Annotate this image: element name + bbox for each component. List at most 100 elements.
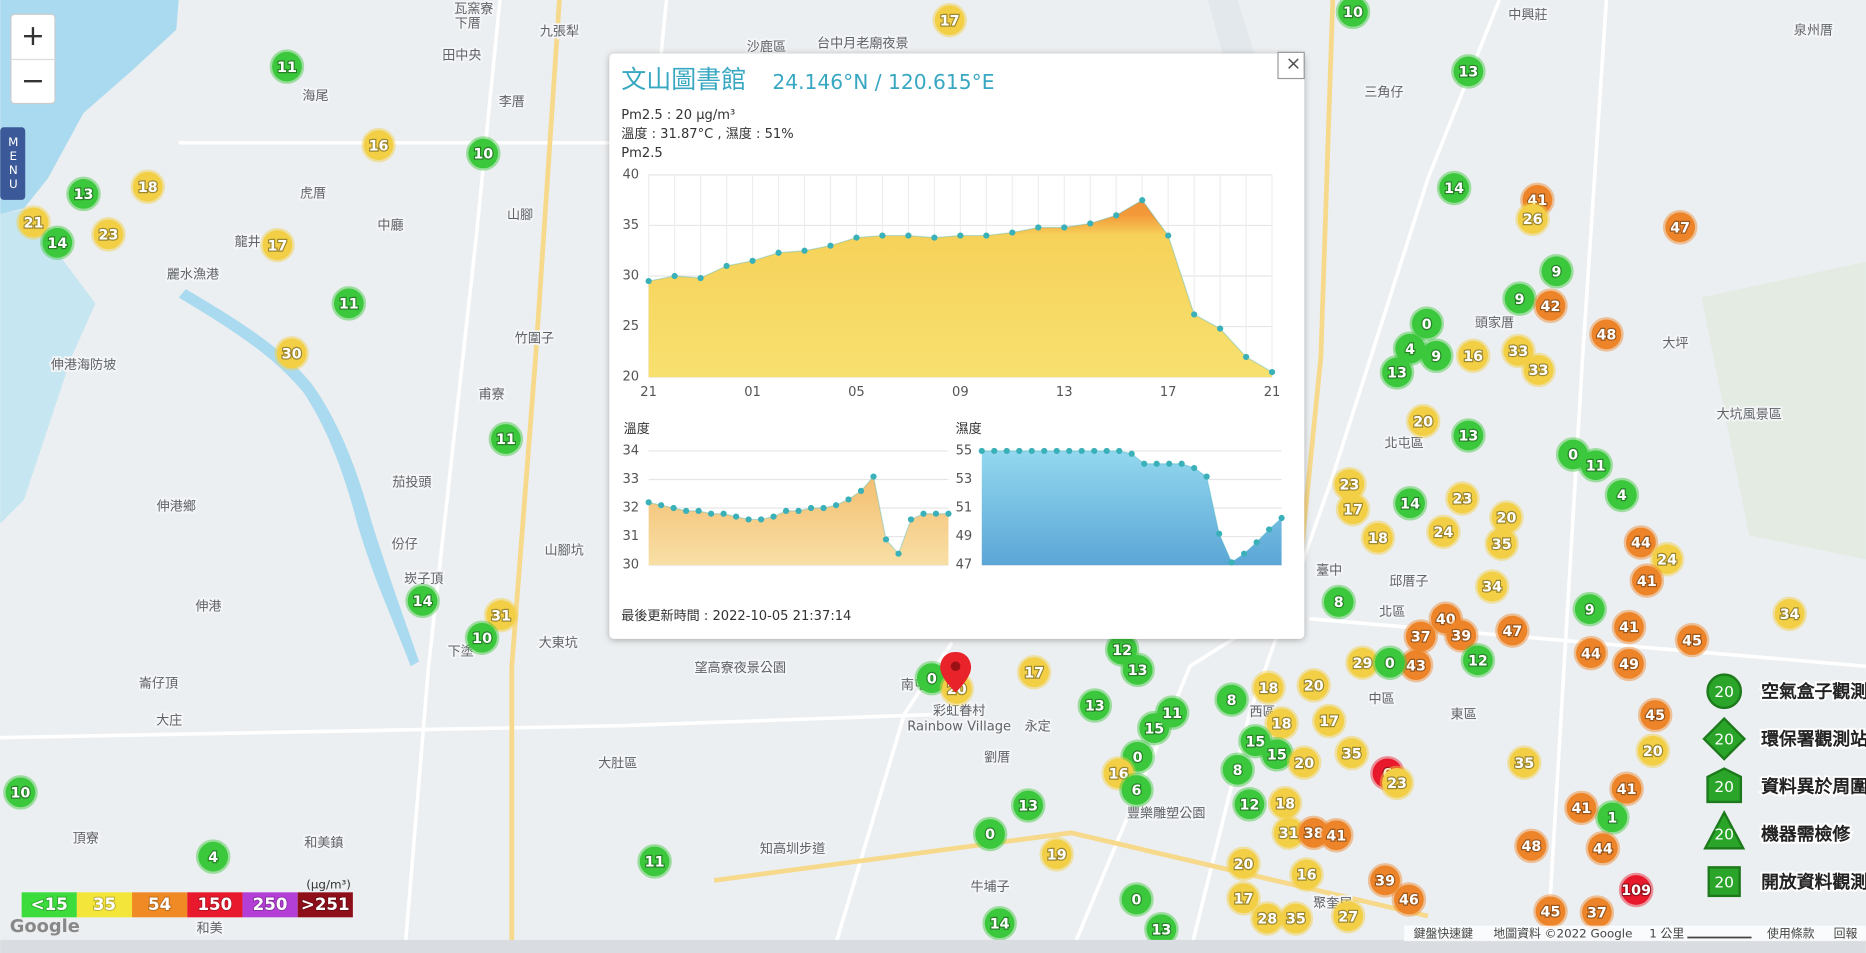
marker-value[interactable]: 41 <box>1325 827 1347 845</box>
marker-value[interactable]: 1 <box>1606 809 1618 827</box>
footer-link[interactable]: 使用條款 <box>1767 926 1815 940</box>
station-marker[interactable] <box>1334 735 1370 771</box>
marker-value[interactable]: 37 <box>1410 629 1432 647</box>
station-marker[interactable] <box>1278 901 1314 936</box>
marker-value[interactable]: 0 <box>1130 891 1142 909</box>
station-marker[interactable] <box>1392 486 1428 521</box>
marker-value[interactable]: 18 <box>1367 530 1389 548</box>
marker-value[interactable]: 20 <box>1412 413 1434 431</box>
marker-value[interactable]: 9 <box>1584 601 1596 619</box>
marker-value[interactable]: 8 <box>1231 762 1243 780</box>
marker-value[interactable]: 33 <box>1527 362 1549 380</box>
station-marker[interactable] <box>130 169 166 205</box>
marker-value[interactable]: 9 <box>1550 263 1562 281</box>
station-marker[interactable] <box>1077 688 1113 723</box>
marker-value[interactable]: 37 <box>1586 905 1608 923</box>
marker-value[interactable]: 20 <box>1642 743 1664 761</box>
station-marker[interactable] <box>1623 525 1659 560</box>
marker-value[interactable]: 9 <box>1513 291 1525 309</box>
marker-value[interactable]: 13 <box>1017 797 1039 815</box>
station-marker[interactable] <box>1444 618 1479 653</box>
station-marker[interactable] <box>1016 654 1052 690</box>
marker-value[interactable]: 41 <box>1616 781 1638 799</box>
station-marker[interactable] <box>1501 333 1536 369</box>
station-marker[interactable] <box>1010 788 1046 823</box>
marker-value[interactable]: 33 <box>1507 343 1529 361</box>
station-marker[interactable] <box>1311 703 1347 739</box>
marker-value[interactable]: 28 <box>1256 910 1278 928</box>
marker-value[interactable]: 17 <box>939 12 961 30</box>
marker-value[interactable]: 18 <box>1257 680 1279 698</box>
marker-value[interactable]: 30 <box>281 345 303 363</box>
marker-value[interactable]: 45 <box>1644 707 1666 725</box>
marker-value[interactable]: 13 <box>1127 662 1149 680</box>
marker-value[interactable]: 41 <box>1570 800 1592 818</box>
marker-value[interactable]: 11 <box>1161 705 1183 723</box>
station-marker[interactable] <box>1772 596 1807 632</box>
station-marker[interactable] <box>1451 418 1486 453</box>
marker-value[interactable]: 0 <box>1384 655 1396 673</box>
marker-value[interactable]: 17 <box>266 237 288 255</box>
marker-value[interactable]: 16 <box>367 137 389 155</box>
station-marker[interactable] <box>260 227 295 263</box>
marker-value[interactable]: 16 <box>1462 348 1484 366</box>
station-marker[interactable] <box>405 583 440 619</box>
station-marker[interactable] <box>1379 355 1415 390</box>
station-marker[interactable] <box>1367 863 1403 898</box>
station-marker[interactable] <box>982 906 1017 941</box>
marker-value[interactable]: 20 <box>1495 510 1517 528</box>
marker-value[interactable]: 48 <box>1520 838 1542 856</box>
marker-value[interactable]: 47 <box>1669 219 1691 237</box>
station-marker[interactable] <box>1039 836 1074 872</box>
station-marker[interactable] <box>16 205 51 240</box>
station-marker[interactable] <box>488 421 524 457</box>
station-marker[interactable] <box>483 597 519 633</box>
marker-value[interactable]: 18 <box>1270 715 1292 733</box>
station-marker[interactable] <box>1451 54 1486 89</box>
zoom-out[interactable]: − <box>21 63 45 97</box>
footer-link[interactable]: 回報 <box>1834 926 1858 940</box>
marker-value[interactable]: 18 <box>1274 795 1296 813</box>
station-marker[interactable] <box>1611 646 1647 682</box>
marker-value[interactable]: 26 <box>1522 211 1544 229</box>
marker-value[interactable]: 21 <box>22 214 44 232</box>
zoom-in[interactable]: + <box>21 18 45 52</box>
station-marker[interactable] <box>1674 622 1710 658</box>
marker-value[interactable]: 47 <box>1501 623 1523 641</box>
marker-value[interactable]: 35 <box>1491 536 1513 554</box>
station-marker[interactable] <box>1609 771 1644 807</box>
station-marker[interactable] <box>3 775 38 810</box>
marker-value[interactable]: 8 <box>1333 594 1345 612</box>
marker-value[interactable]: 23 <box>1451 491 1473 509</box>
station-marker[interactable] <box>1649 541 1685 577</box>
marker-value[interactable]: 39 <box>1374 872 1396 890</box>
station-marker[interactable] <box>91 217 126 252</box>
station-marker[interactable] <box>1539 254 1574 289</box>
station-marker[interactable] <box>1267 785 1303 821</box>
marker-value[interactable]: 14 <box>411 593 433 611</box>
marker-value[interactable]: 23 <box>97 226 119 244</box>
marker-value[interactable]: 11 <box>495 431 517 449</box>
station-marker[interactable] <box>1120 652 1155 688</box>
station-marker[interactable] <box>1502 281 1537 316</box>
marker-value[interactable]: 13 <box>72 186 94 204</box>
marker-value[interactable]: 45 <box>1539 903 1561 921</box>
marker-value[interactable]: 18 <box>137 179 159 197</box>
station-marker[interactable] <box>1455 338 1491 373</box>
marker-value[interactable]: 27 <box>1337 908 1359 926</box>
marker-value[interactable]: 0 <box>926 670 938 688</box>
station-marker[interactable] <box>1321 584 1356 620</box>
marker-value[interactable]: 15 <box>1244 733 1266 751</box>
station-marker[interactable] <box>66 176 101 212</box>
marker-value[interactable]: 10 <box>471 630 493 648</box>
station-marker[interactable] <box>1119 882 1154 917</box>
station-marker[interactable] <box>1226 881 1261 916</box>
station-marker[interactable] <box>1611 609 1647 645</box>
station-marker[interactable] <box>464 620 500 655</box>
station-marker[interactable] <box>1604 477 1640 513</box>
marker-value[interactable]: 14 <box>1399 495 1421 513</box>
marker-value[interactable]: 4 <box>1616 487 1628 505</box>
marker-value[interactable]: 12 <box>1238 796 1260 814</box>
marker-value[interactable]: 15 <box>1143 720 1165 738</box>
station-marker[interactable] <box>1460 643 1496 678</box>
